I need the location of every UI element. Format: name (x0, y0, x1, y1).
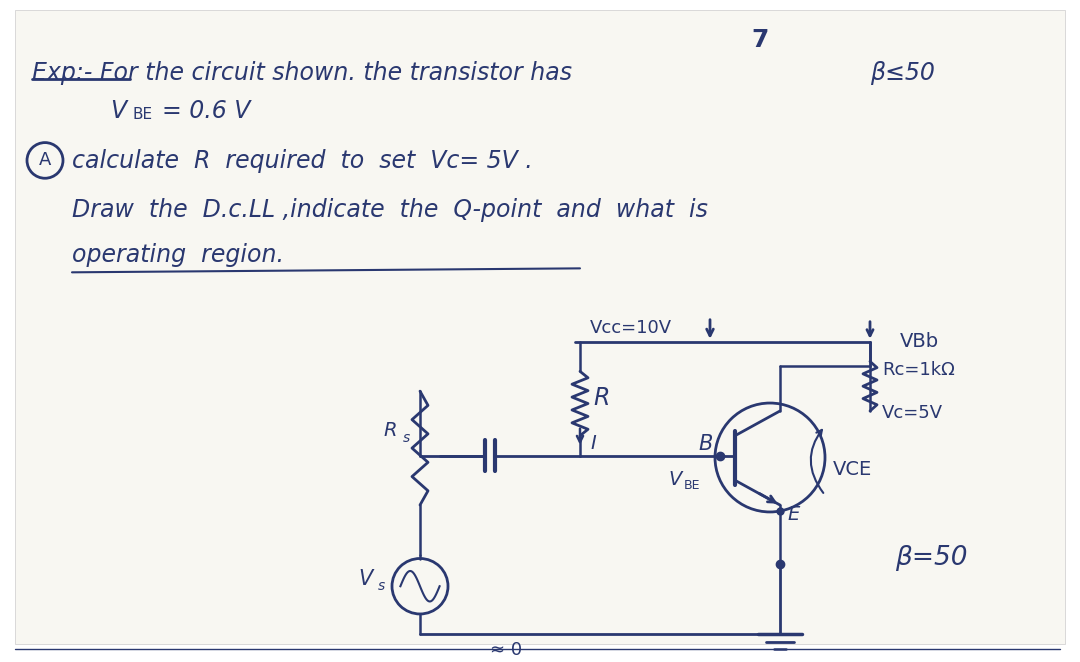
Text: V: V (357, 569, 373, 589)
Text: calculate  R  required  to  set  Vc= 5V .: calculate R required to set Vc= 5V . (72, 148, 532, 173)
Text: V: V (110, 99, 126, 123)
Text: Vcc=10V: Vcc=10V (590, 319, 672, 337)
Text: s: s (378, 579, 386, 593)
FancyBboxPatch shape (15, 10, 1065, 643)
Text: operating  region.: operating region. (72, 242, 284, 267)
Text: VBb: VBb (900, 332, 940, 351)
Text: A: A (39, 152, 51, 169)
Text: Rc=1kΩ: Rc=1kΩ (882, 361, 955, 379)
Text: V: V (669, 471, 681, 489)
Text: β≤50: β≤50 (870, 62, 935, 85)
Text: Exp:- For the circuit shown. the transistor has: Exp:- For the circuit shown. the transis… (32, 62, 572, 85)
Text: ≈ 0: ≈ 0 (490, 641, 522, 659)
Text: B: B (698, 434, 713, 453)
Text: = 0.6 V: = 0.6 V (162, 99, 251, 123)
Text: BE: BE (684, 479, 701, 493)
Text: VCE: VCE (833, 461, 873, 479)
Text: Draw  the  D.c.LL ,indicate  the  Q-point  and  what  is: Draw the D.c.LL ,indicate the Q-point an… (72, 198, 707, 222)
Text: BE: BE (133, 107, 153, 122)
Text: s: s (403, 431, 410, 445)
Text: R: R (593, 386, 609, 410)
Text: 7: 7 (752, 28, 769, 52)
Text: E: E (787, 505, 799, 524)
Text: β=50: β=50 (895, 545, 968, 571)
Text: R: R (383, 421, 396, 440)
Text: Vc=5V: Vc=5V (882, 404, 943, 422)
Text: I: I (590, 434, 596, 453)
